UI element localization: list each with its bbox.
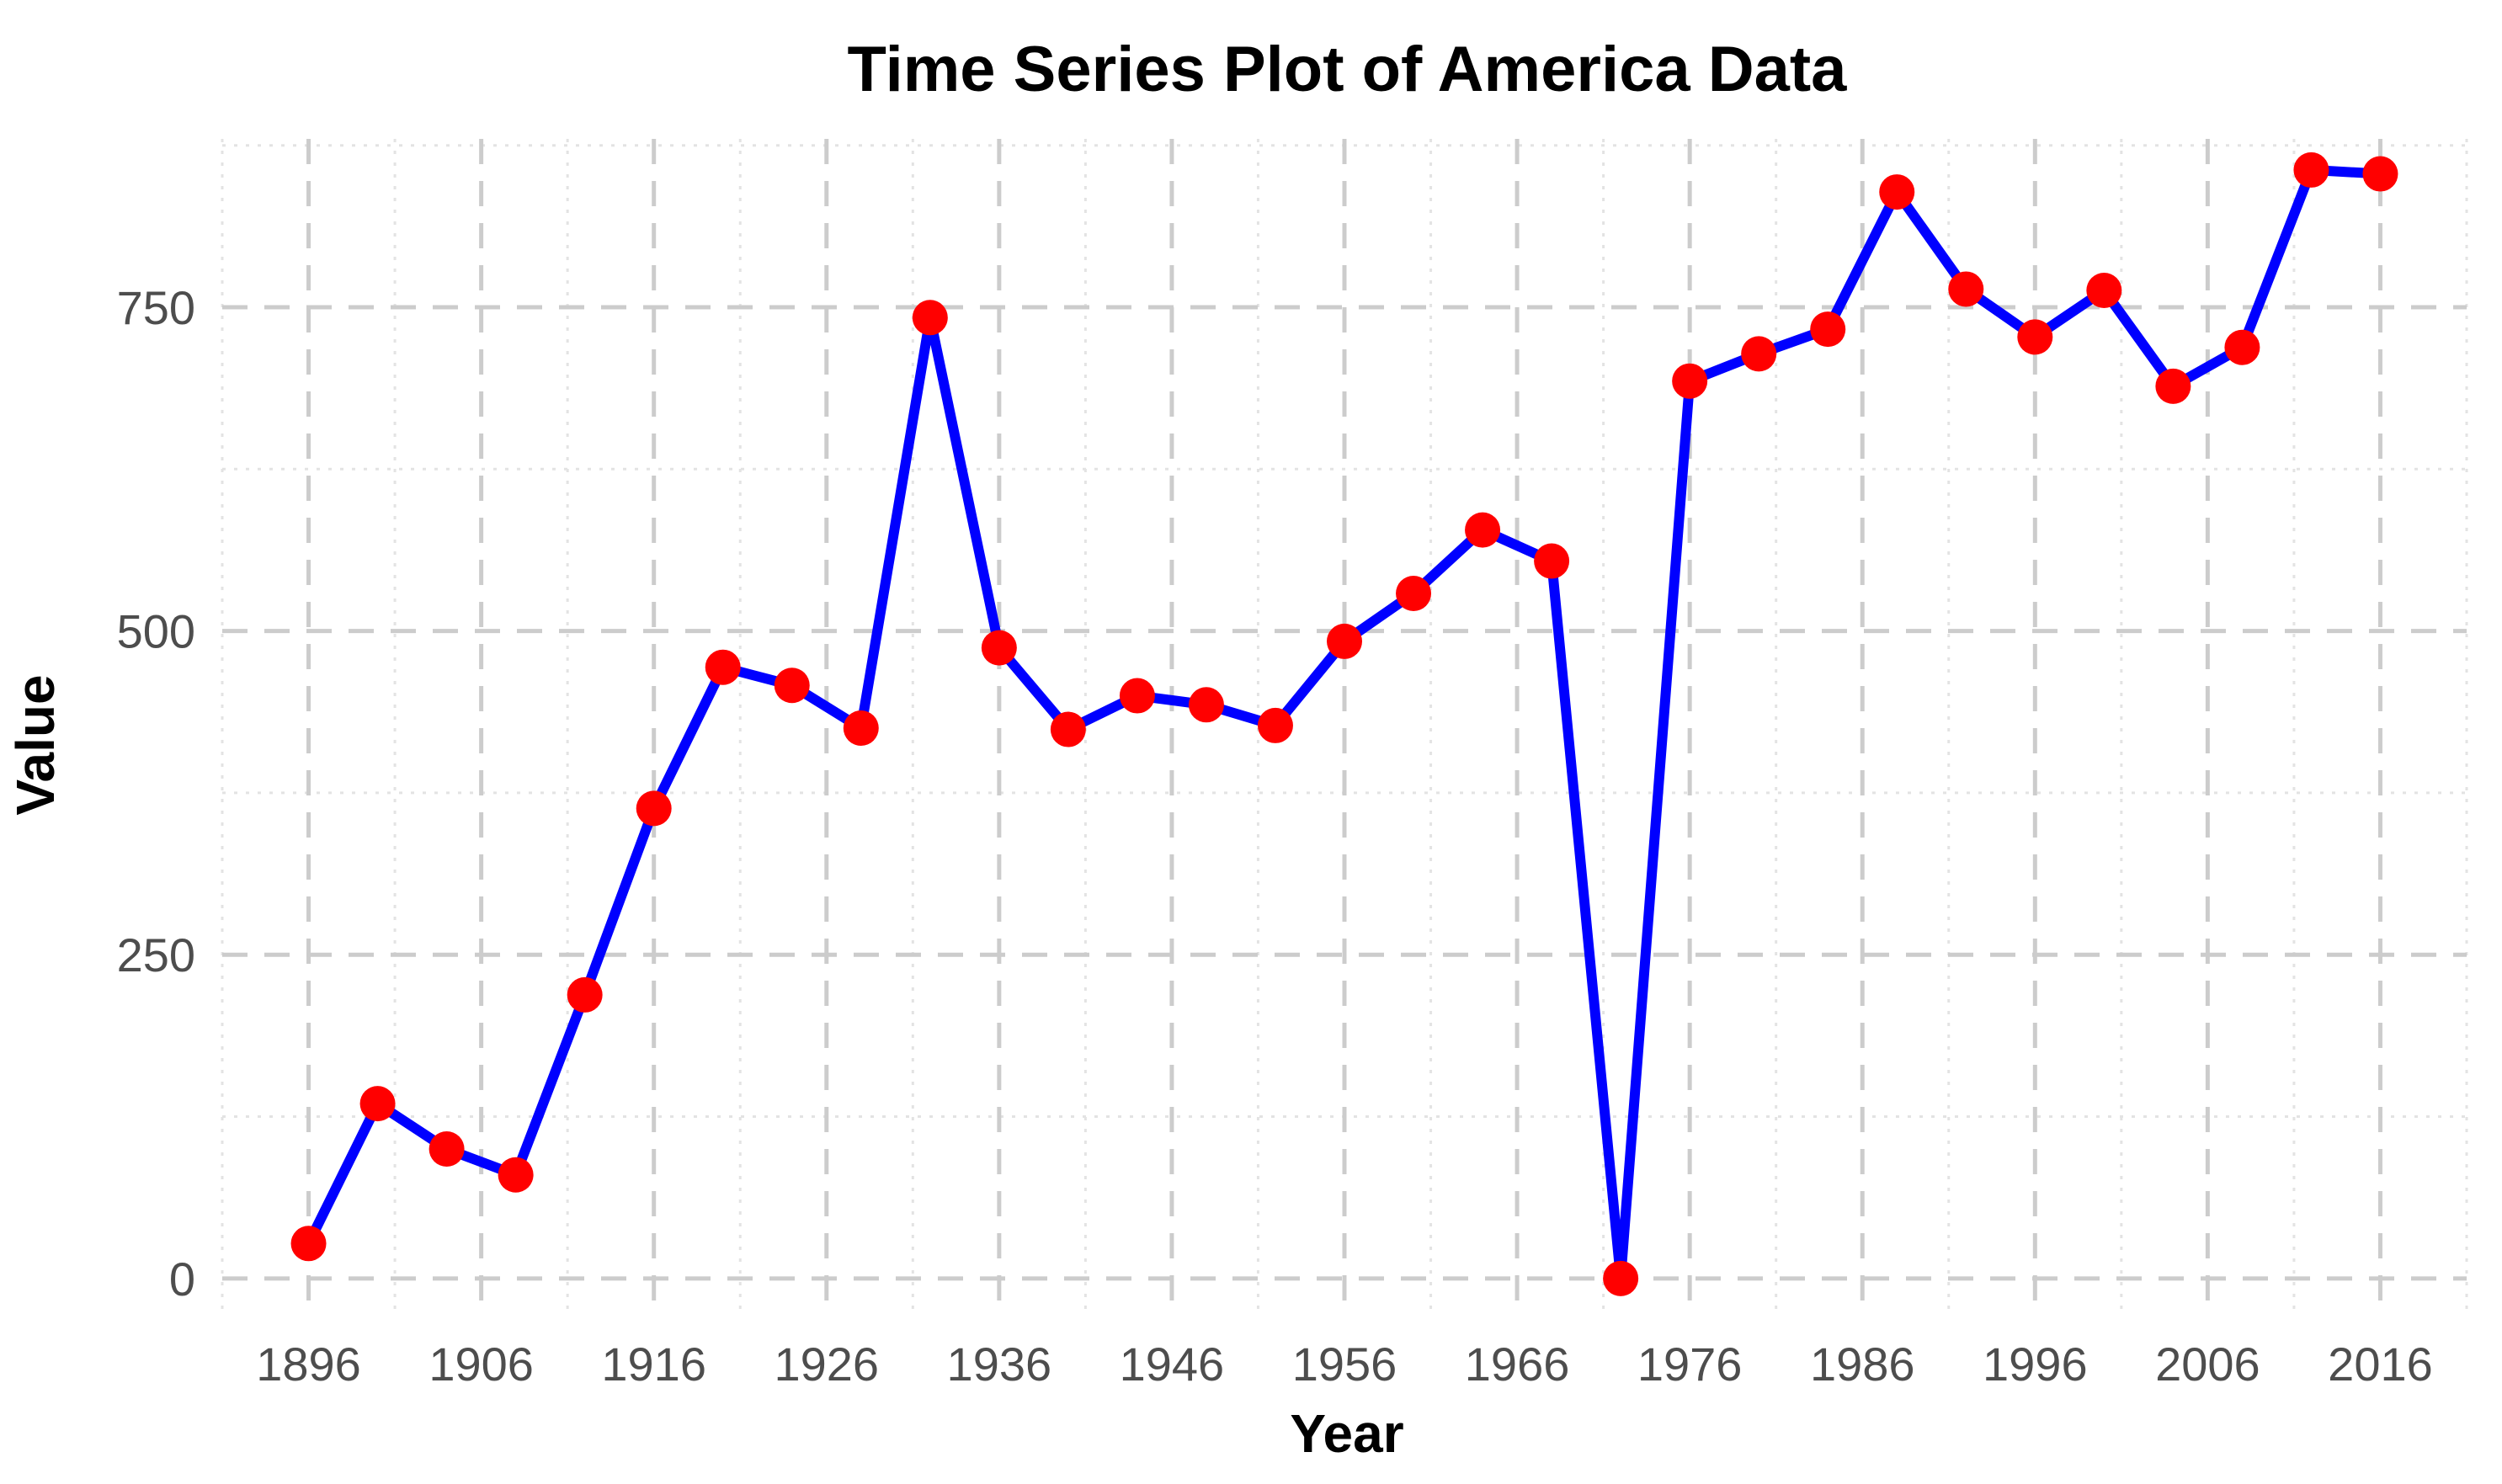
data-point	[912, 300, 948, 336]
chart-title: Time Series Plot of America Data	[848, 34, 1848, 105]
data-point	[1948, 271, 1984, 307]
data-point	[1603, 1260, 1639, 1296]
data-point	[567, 976, 603, 1013]
series-layer	[290, 152, 2398, 1296]
data-point	[2224, 329, 2260, 365]
y-tick-labels: 0 250 500 750	[117, 281, 195, 1306]
data-point	[1879, 174, 1915, 210]
data-point	[2017, 319, 2053, 355]
data-point	[2155, 368, 2191, 404]
data-point	[774, 668, 810, 704]
x-tick-label: 1926	[774, 1338, 879, 1391]
x-tick-label: 2006	[2155, 1338, 2260, 1391]
data-point	[290, 1226, 327, 1262]
grid-lines	[221, 139, 2468, 1317]
x-tick-label: 1936	[947, 1338, 1052, 1391]
data-point	[1465, 512, 1501, 548]
data-point	[2086, 273, 2122, 308]
y-tick-label: 750	[117, 281, 195, 334]
data-point	[1119, 678, 1155, 714]
x-tick-label: 1986	[1810, 1338, 1915, 1391]
data-point	[1188, 687, 1224, 723]
data-point	[1327, 623, 1362, 659]
x-tick-label: 1946	[1120, 1338, 1225, 1391]
data-point	[1741, 336, 1777, 372]
data-point	[1050, 711, 1086, 747]
x-tick-label: 2016	[2328, 1338, 2433, 1391]
data-point	[705, 649, 741, 685]
data-point	[1534, 543, 1570, 579]
data-point	[359, 1086, 396, 1122]
x-tick-label: 1966	[1465, 1338, 1570, 1391]
y-tick-label: 500	[117, 605, 195, 658]
data-point	[498, 1157, 534, 1193]
data-point	[843, 710, 879, 746]
x-tick-label: 1906	[429, 1338, 534, 1391]
x-tick-labels: 1896 1906 1916 1926 1936 1946 1956 1966 1976 1986…	[256, 1338, 2433, 1391]
data-point	[981, 630, 1017, 666]
x-tick-label: 1996	[1983, 1338, 2088, 1391]
y-tick-label: 250	[117, 928, 195, 981]
x-axis-title: Year	[1290, 1403, 1403, 1464]
y-axis-title: Value	[5, 674, 66, 815]
data-point	[1672, 363, 1708, 399]
data-point	[1810, 311, 1846, 348]
x-tick-label: 1916	[601, 1338, 706, 1391]
data-point	[636, 790, 672, 827]
x-tick-label: 1956	[1292, 1338, 1397, 1391]
data-point	[1396, 576, 1432, 611]
data-point	[1257, 707, 1293, 743]
data-point	[2293, 152, 2329, 188]
y-tick-label: 0	[169, 1253, 195, 1306]
data-point	[2362, 156, 2398, 192]
data-point	[429, 1131, 465, 1167]
x-tick-label: 1896	[256, 1338, 361, 1391]
x-tick-label: 1976	[1637, 1338, 1743, 1391]
